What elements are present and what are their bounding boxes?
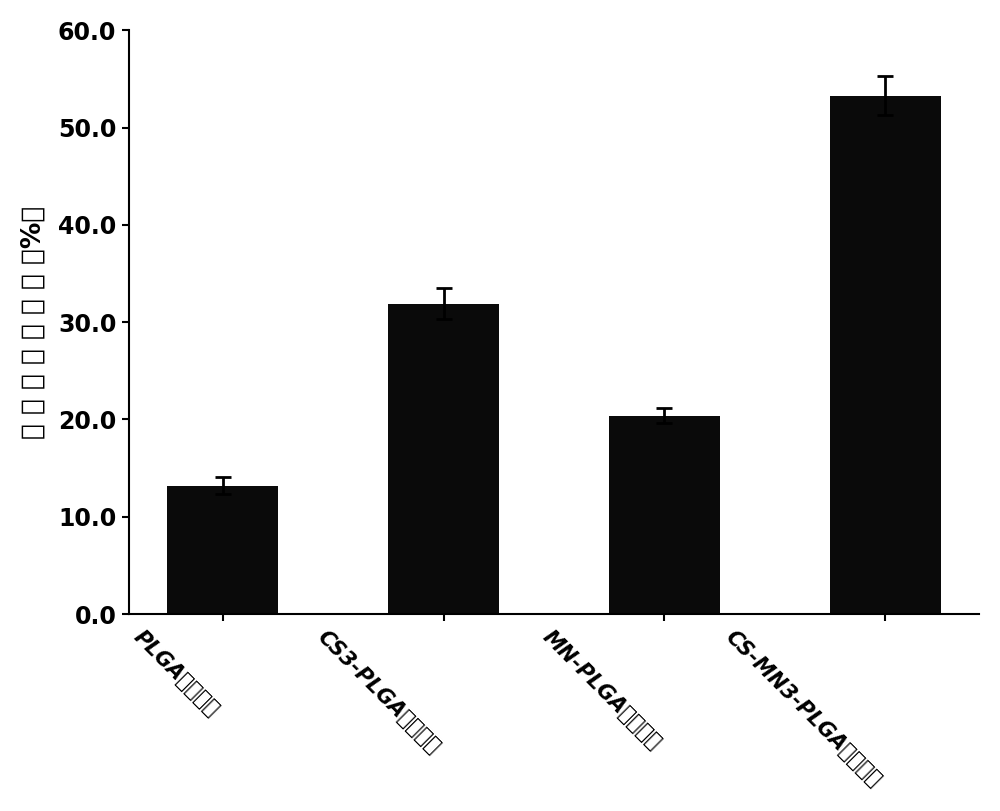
Y-axis label: 纳 米 颗 粒 摄 取 率 （%）: 纳 米 颗 粒 摄 取 率 （%） <box>21 205 47 439</box>
Bar <box>388 303 499 614</box>
Bar <box>609 415 720 614</box>
Bar <box>830 96 941 614</box>
Bar <box>167 486 278 614</box>
